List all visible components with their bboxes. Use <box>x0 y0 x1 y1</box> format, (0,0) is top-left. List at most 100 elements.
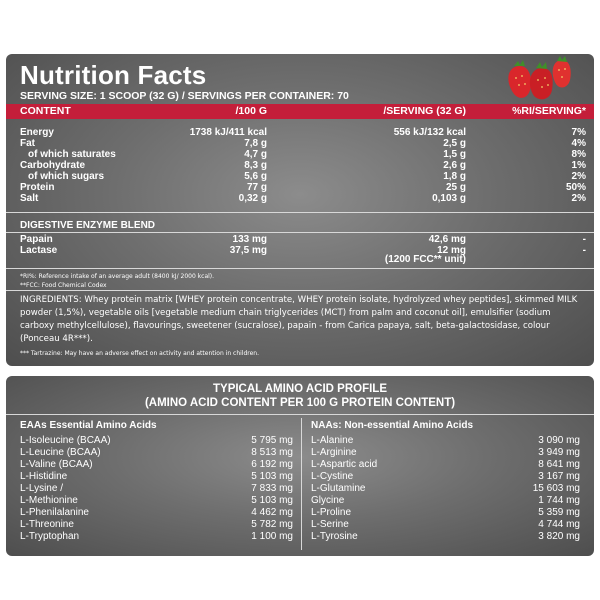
amino-acid-panel: TYPICAL AMINO ACID PROFILE (AMINO ACID C… <box>6 376 594 556</box>
nutrient-serving: 1,8 g <box>443 171 466 182</box>
nutrient-per100: 8,3 g <box>244 160 267 171</box>
amino-value: 4 462 mg <box>251 507 293 518</box>
amino-name: L-Lysine / <box>20 483 63 494</box>
amino-value: 8 641 mg <box>538 459 580 470</box>
nutrient-row: Salt 0,32 g 0,103 g 2% <box>6 193 594 204</box>
ingredients-text: INGREDIENTS: Whey protein matrix [WHEY p… <box>20 295 578 344</box>
amino-value: 1 744 mg <box>538 495 580 506</box>
amino-value: 5 103 mg <box>251 495 293 506</box>
amino-value: 8 513 mg <box>251 447 293 458</box>
column-divider <box>301 418 302 550</box>
amino-value: 7 833 mg <box>251 483 293 494</box>
amino-name: L-Arginine <box>311 447 357 458</box>
amino-name: L-Histidine <box>20 471 68 482</box>
nutrient-ri: 50% <box>565 182 586 193</box>
nutrient-ri: 8% <box>571 149 586 160</box>
nutrient-row: of which sugars 5,6 g 1,8 g 2% <box>6 171 594 182</box>
nutrient-serving: 556 kJ/132 kcal <box>393 127 466 138</box>
strawberry-icon <box>508 56 571 100</box>
amino-value: 5 359 mg <box>538 507 580 518</box>
nutrient-row: Protein 77 g 25 g 50% <box>6 182 594 193</box>
amino-name: L-Valine (BCAA) <box>20 459 93 470</box>
amino-name: L-Isoleucine (BCAA) <box>20 435 111 446</box>
nutrient-per100: 77 g <box>246 182 267 193</box>
enzyme-label: Papain <box>20 234 53 245</box>
divider <box>6 232 594 233</box>
eaa-row: L-Phenilalanine 4 462 mg <box>6 507 301 519</box>
enzyme-ri: - <box>582 245 586 256</box>
eaa-row: L-Lysine / 7 833 mg <box>6 483 301 495</box>
naa-row: L-Tyrosine 3 820 mg <box>302 531 594 543</box>
divider <box>6 290 594 291</box>
naa-row: L-Proline 5 359 mg <box>302 507 594 519</box>
enzyme-row: Lactase 37,5 mg 12 mg - <box>6 245 594 256</box>
naa-row: L-Aspartic acid 8 641 mg <box>302 459 594 471</box>
eaa-row: L-Isoleucine (BCAA) 5 795 mg <box>6 435 301 447</box>
nutrient-per100: 4,7 g <box>244 149 267 160</box>
amino-name: L-Methionine <box>20 495 78 506</box>
header-content: CONTENT <box>20 105 71 117</box>
enzyme-blend-title: DIGESTIVE ENZYME BLEND <box>20 220 156 231</box>
divider <box>6 212 594 213</box>
eaa-row: L-Leucine (BCAA) 8 513 mg <box>6 447 301 459</box>
amino-value: 3 820 mg <box>538 531 580 542</box>
nutrient-per100: 7,8 g <box>244 138 267 149</box>
nutrient-label: of which sugars <box>28 171 105 182</box>
eaa-row: L-Valine (BCAA) 6 192 mg <box>6 459 301 471</box>
enzyme-ri: - <box>582 234 586 245</box>
nutrient-serving: 0,103 g <box>432 193 466 204</box>
naa-row: L-Cystine 3 167 mg <box>302 471 594 483</box>
amino-name: L-Aspartic acid <box>311 459 378 470</box>
naa-row: L-Arginine 3 949 mg <box>302 447 594 459</box>
amino-name: L-Leucine (BCAA) <box>20 447 101 458</box>
enzyme-row: Papain 133 mg 42,6 mg - <box>6 234 594 245</box>
nutrient-serving: 2,5 g <box>443 138 466 149</box>
amino-title-line2: (AMINO ACID CONTENT PER 100 G PROTEIN CO… <box>144 397 456 409</box>
amino-name: L-Tyrosine <box>311 531 358 542</box>
enzyme-label: Lactase <box>20 245 58 256</box>
nutrient-ri: 7% <box>571 127 586 138</box>
nutrient-label: of which saturates <box>28 149 116 160</box>
amino-value: 1 100 mg <box>251 531 293 542</box>
amino-value: 3 090 mg <box>538 435 580 446</box>
amino-name: Glycine <box>311 495 345 506</box>
naa-row: Glycine 1 744 mg <box>302 495 594 507</box>
naa-row: L-Serine 4 744 mg <box>302 519 594 531</box>
amino-title-line1: TYPICAL AMINO ACID PROFILE <box>213 383 387 395</box>
eaa-header: EAAs Essential Amino Acids <box>20 420 157 431</box>
nutrient-label: Energy <box>20 127 54 138</box>
amino-name: L-Alanine <box>311 435 354 446</box>
eaa-row: L-Methionine 5 103 mg <box>6 495 301 507</box>
amino-value: 3 167 mg <box>538 471 580 482</box>
nutrient-serving: 1,5 g <box>443 149 466 160</box>
amino-value: 3 949 mg <box>538 447 580 458</box>
nutrition-header-bar: CONTENT /100 G /SERVING (32 G) %RI/SERVI… <box>6 104 594 119</box>
amino-name: L-Cystine <box>311 471 354 482</box>
nutrient-label: Carbohydrate <box>20 160 86 171</box>
amino-value: 5 782 mg <box>251 519 293 530</box>
amino-name: L-Glutamine <box>311 483 366 494</box>
nutrient-label: Protein <box>20 182 55 193</box>
nutrient-row: Carbohydrate 8,3 g 2,6 g 1% <box>6 160 594 171</box>
divider <box>6 414 594 415</box>
nutrient-row: Energy 1738 kJ/411 kcal 556 kJ/132 kcal … <box>6 127 594 138</box>
amino-name: L-Threonine <box>20 519 74 530</box>
amino-value: 6 192 mg <box>251 459 293 470</box>
ri-note: *RI%: Reference intake of an average adu… <box>20 273 215 280</box>
header-ri: %RI/SERVING* <box>512 105 586 117</box>
enzyme-serving: 12 mg <box>437 245 466 256</box>
amino-name: L-Serine <box>311 519 349 530</box>
nutrient-ri: 2% <box>571 193 586 204</box>
nutrient-serving: 25 g <box>445 182 466 193</box>
eaa-row: L-Threonine 5 782 mg <box>6 519 301 531</box>
nutrient-ri: 2% <box>571 171 586 182</box>
amino-value: 5 795 mg <box>251 435 293 446</box>
enzyme-per100: 133 mg <box>232 234 267 245</box>
nutrient-per100: 0,32 g <box>238 193 267 204</box>
amino-value: 15 603 mg <box>532 483 580 494</box>
nutrient-row: of which saturates 4,7 g 1,5 g 8% <box>6 149 594 160</box>
naa-header: NAAs: Non-essential Amino Acids <box>311 420 474 431</box>
header-per-100g: /100 G <box>235 105 267 117</box>
fcc-note: **FCC: Food Chemical Codex <box>20 282 107 289</box>
nutrient-per100: 5,6 g <box>244 171 267 182</box>
